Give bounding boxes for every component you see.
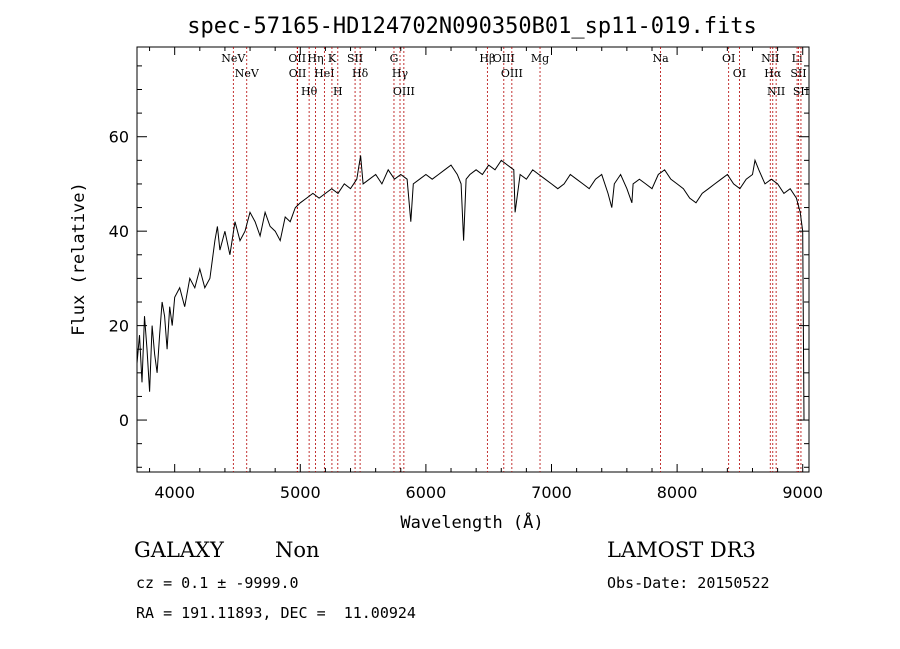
line-marker-label: H [333, 85, 343, 98]
line-marker-label: Hη [307, 52, 323, 65]
y-axis-label: Flux (relative) [69, 182, 89, 336]
line-marker-label: OIII [393, 85, 415, 98]
plot-frame [136, 46, 810, 473]
emission-line-markers: NeVNeVOIIOIIHθHηHeIKHSIIHδGHγOIIIHβOIIIO… [221, 47, 809, 472]
y-tick-label: 20 [109, 317, 129, 336]
line-marker-label: NeV [235, 67, 260, 80]
line-marker-label: Li [792, 52, 803, 65]
line-marker-label: HeI [314, 67, 334, 80]
x-tick-label: 9000 [782, 483, 823, 502]
coordinates: RA = 191.11893, DEC = 11.00924 [136, 604, 416, 622]
spectrum-line [136, 155, 805, 421]
line-marker-label: OII [288, 52, 306, 65]
line-marker-label: SII [793, 85, 809, 98]
line-marker-label: OI [733, 67, 746, 80]
x-tick-label: 7000 [531, 483, 572, 502]
line-marker-label: Mg [531, 52, 549, 65]
x-tick-label: 4000 [154, 483, 195, 502]
chart-title: spec-57165-HD124702N090350B01_sp11-019.f… [187, 14, 757, 39]
y-tick-label: 60 [109, 128, 129, 147]
line-marker-label: SII [347, 52, 363, 65]
line-marker-label: NeV [221, 52, 246, 65]
x-axis-label: Wavelength (Å) [400, 511, 543, 533]
line-marker-label: Hγ [392, 67, 409, 80]
x-tick-label: 8000 [657, 483, 698, 502]
line-marker-label: OII [289, 67, 307, 80]
line-marker-label: G [390, 52, 399, 65]
line-marker-label: NII [761, 52, 779, 65]
obs-date: Obs-Date: 20150522 [607, 574, 770, 592]
redshift-text: cz = 0.1 ± -9999.0 [136, 574, 299, 592]
line-marker-label: OIII [493, 52, 515, 65]
y-tick-label: 0 [119, 411, 129, 430]
line-marker-label: Hθ [301, 85, 318, 98]
x-tick-label: 6000 [406, 483, 447, 502]
x-tick-label: 5000 [280, 483, 321, 502]
line-marker-label: SII [790, 67, 806, 80]
y-tick-label: 40 [109, 222, 129, 241]
survey-name: LAMOST DR3 [607, 538, 756, 562]
line-marker-label: Na [652, 52, 669, 65]
line-marker-label: Hα [764, 67, 782, 80]
axis-ticks: 4000 5000 6000 7000 8000 9000 0 20 40 60 [109, 47, 823, 502]
object-subclass: Non [275, 538, 320, 562]
line-marker-label: OI [722, 52, 735, 65]
line-marker-label: NII [767, 85, 785, 98]
object-class: GALAXY [134, 538, 224, 562]
line-marker-label: OIII [501, 67, 523, 80]
line-marker-label: Hβ [479, 52, 495, 65]
line-marker-label: K [328, 52, 337, 65]
line-marker-label: Hδ [352, 67, 369, 80]
